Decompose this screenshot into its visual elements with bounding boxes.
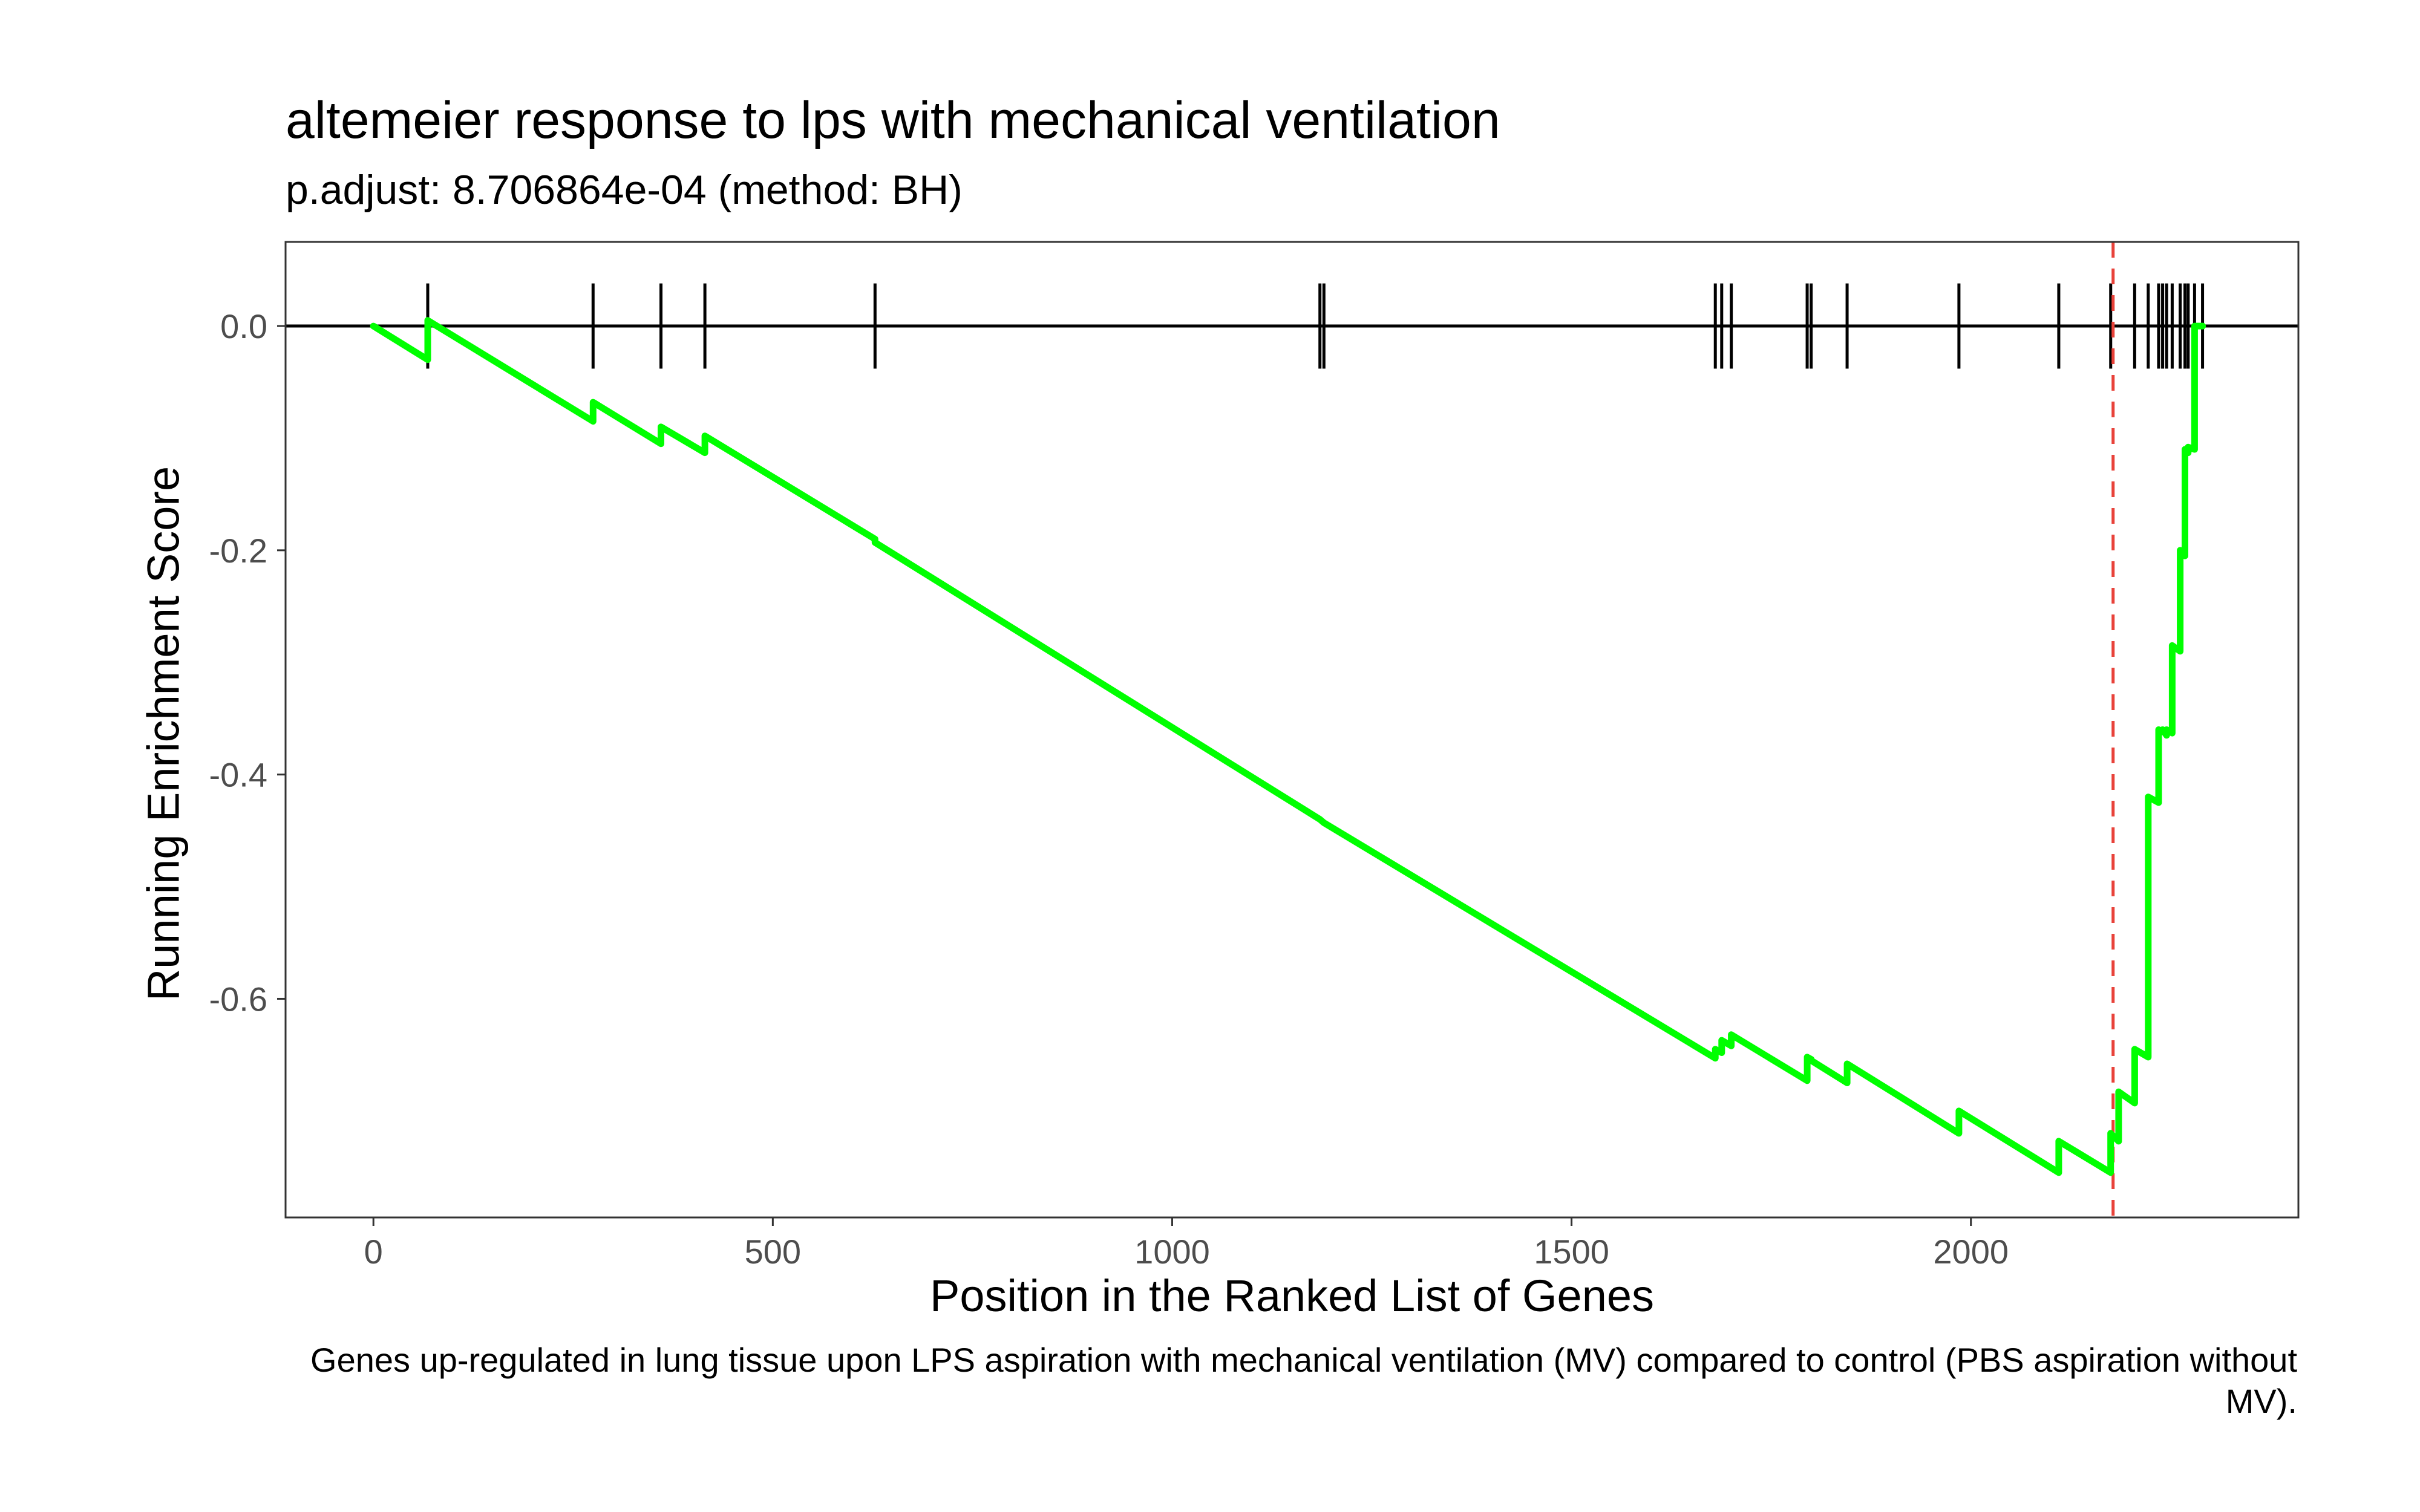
y-tick-label: 0.0 <box>220 307 267 345</box>
x-tick-label: 2000 <box>1933 1233 2009 1271</box>
chart-subtitle: p.adjust: 8.706864e-04 (method: BH) <box>286 167 963 213</box>
x-axis-label: Position in the Ranked List of Genes <box>929 1271 1655 1321</box>
plot-panel-background <box>286 242 2298 1217</box>
enrichment-score-line <box>370 317 2206 1176</box>
y-tick-label: -0.4 <box>209 756 268 794</box>
x-tick-label: 1000 <box>1134 1233 1210 1271</box>
chart-caption: Genes up-regulated in lung tissue upon L… <box>310 1341 2297 1420</box>
y-tick-label: -0.2 <box>209 532 268 570</box>
y-axis-label: Running Enrichment Score <box>138 466 189 1002</box>
x-tick-label: 500 <box>745 1233 801 1271</box>
y-tick-label: -0.6 <box>209 980 268 1018</box>
plot-panel-border <box>284 241 2300 1219</box>
x-tick-label: 0 <box>364 1233 383 1271</box>
x-tick-label: 1500 <box>1534 1233 1609 1271</box>
chart-title: altemeier response to lps with mechanica… <box>286 91 1500 149</box>
